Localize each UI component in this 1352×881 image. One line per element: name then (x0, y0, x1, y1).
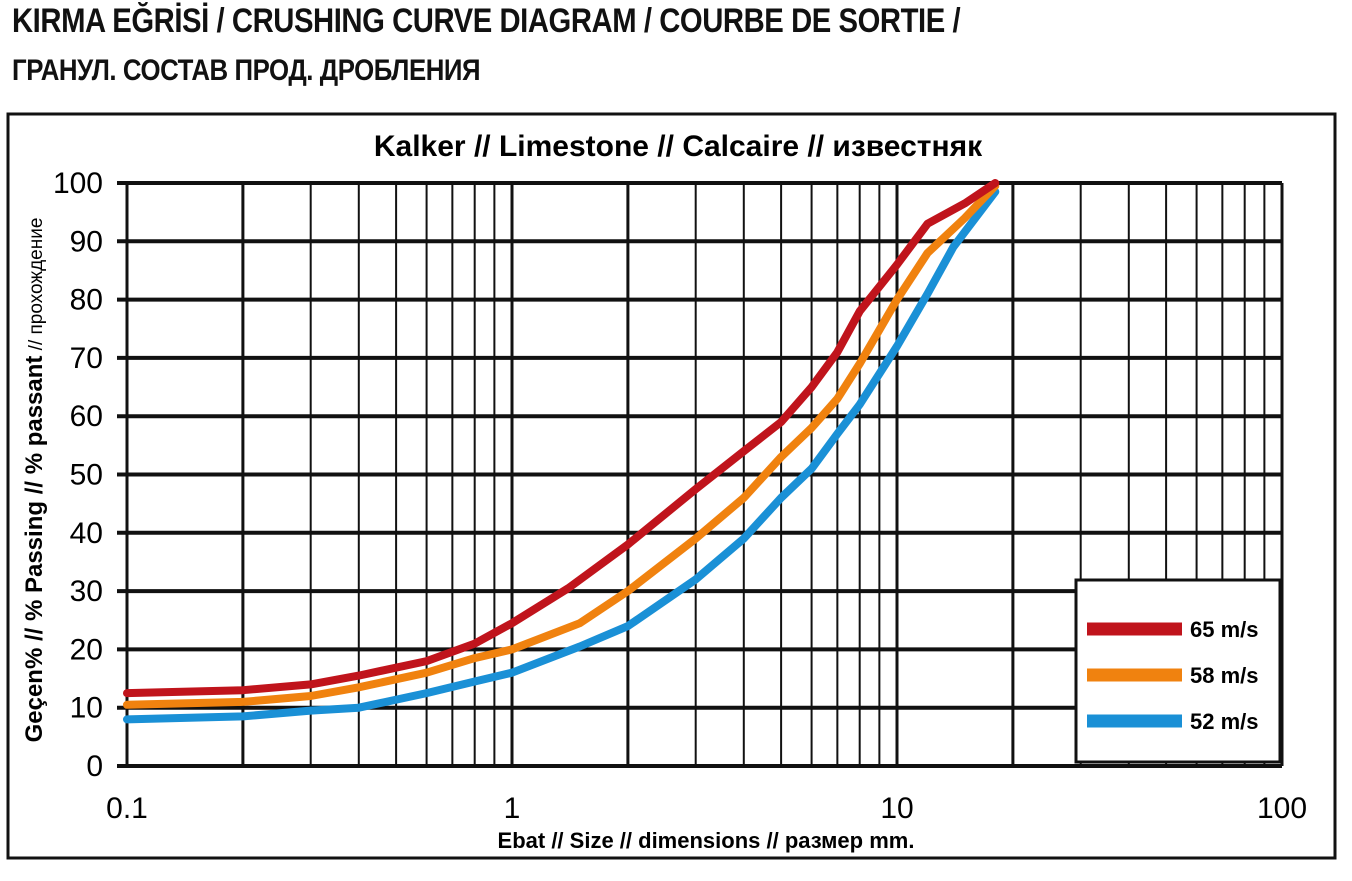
y-axis-label: Geçen% // % Passing // % passant // прох… (21, 218, 48, 743)
x-axis-ticks: 0.1 1 10 100 (106, 792, 1307, 825)
x-tick-label: 1 (504, 792, 521, 825)
y-tick-label: 0 (86, 750, 103, 783)
y-axis-ticks: 0 10 20 30 40 50 60 70 80 90 100 (53, 167, 103, 783)
series-line (123, 179, 1000, 698)
series-line (123, 181, 1000, 709)
page-title: KIRMA EĞRİSİ / CRUSHING CURVE DIAGRAM / … (12, 2, 961, 40)
y-tick-label: 70 (70, 342, 103, 375)
y-tick-label: 100 (53, 167, 103, 200)
y-tick-label: 80 (70, 284, 103, 317)
series-layer (123, 179, 1000, 724)
x-tick-label: 10 (880, 792, 913, 825)
y-tick-label: 40 (70, 517, 103, 550)
y-axis-label-regular: // прохождение (26, 218, 47, 356)
x-tick-label: 0.1 (106, 792, 148, 825)
page-subtitle: ГРАНУЛ. СОСТАВ ПРОД. ДРОБЛЕНИЯ (12, 54, 481, 87)
legend: 65 m/s 58 m/s 52 m/s (1074, 578, 1282, 764)
x-tick-label: 100 (1257, 792, 1307, 825)
legend-label: 58 m/s (1190, 663, 1259, 688)
y-tick-label: 90 (70, 225, 103, 258)
y-tick-label: 30 (70, 575, 103, 608)
y-axis-label-bold: Geçen% // % Passing // % passant (21, 356, 48, 743)
legend-label: 65 m/s (1190, 617, 1259, 642)
legend-label: 52 m/s (1190, 709, 1259, 734)
y-tick-label: 60 (70, 400, 103, 433)
x-axis-label: Ebat // Size // dimensions // размер mm. (498, 828, 915, 853)
series-line (123, 187, 1000, 724)
y-tick-label: 10 (70, 692, 103, 725)
chart-grid (117, 181, 1284, 768)
y-tick-label: 20 (70, 633, 103, 666)
y-tick-label: 50 (70, 459, 103, 492)
chart-title: Kalker // Limestone // Calcaire // извес… (374, 130, 983, 163)
